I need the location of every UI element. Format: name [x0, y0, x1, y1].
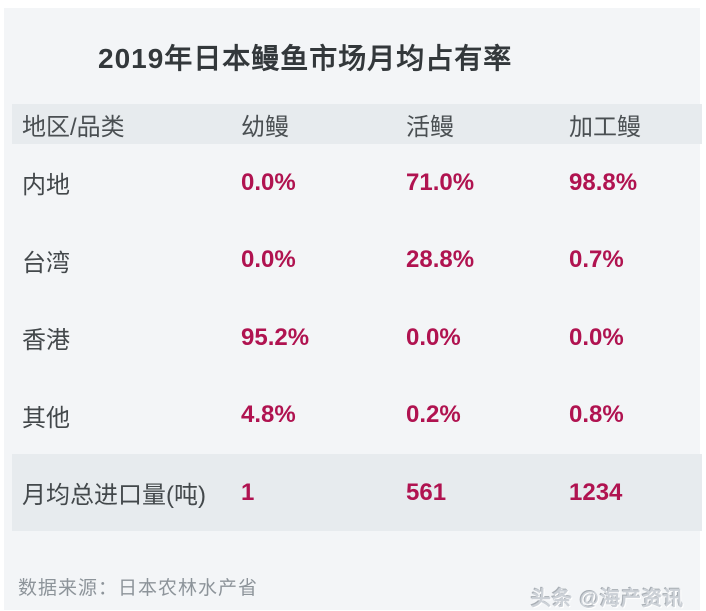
- table-row: 香港 95.2% 0.0% 0.0%: [12, 299, 702, 377]
- summary-value: 1234: [569, 478, 623, 506]
- row-label: 其他: [22, 404, 70, 432]
- row-label: 台湾: [22, 249, 70, 277]
- summary-value: 561: [406, 478, 447, 506]
- cell-value: 0.0%: [569, 323, 624, 351]
- table-summary-row: 月均总进口量(吨) 1 561 1234: [12, 454, 702, 531]
- column-header-live-eel: 活鳗: [406, 113, 454, 141]
- cell-value: 4.8%: [241, 401, 296, 429]
- infographic-panel: 2019年日本鳗鱼市场月均占有率 地区/品类 幼鳗 活鳗 加工鳗 内地 0.0%…: [4, 8, 702, 610]
- table-row: 其他 4.8% 0.2% 0.8%: [12, 377, 702, 455]
- cell-value: 71.0%: [406, 168, 475, 196]
- cell-value: 0.0%: [241, 246, 296, 274]
- table-row: 内地 0.0% 71.0% 98.8%: [12, 144, 702, 222]
- data-source-note: 数据来源：日本农林水产省: [18, 578, 259, 599]
- table-header-row: 地区/品类 幼鳗 活鳗 加工鳗: [12, 104, 702, 144]
- cell-value: 0.0%: [241, 168, 296, 196]
- cell-value: 0.2%: [406, 401, 461, 429]
- column-header-processed-eel: 加工鳗: [569, 113, 641, 141]
- row-label: 香港: [22, 327, 70, 355]
- cell-value: 0.0%: [406, 323, 461, 351]
- column-header-young-eel: 幼鳗: [241, 113, 289, 141]
- table-row: 台湾 0.0% 28.8% 0.7%: [12, 222, 702, 300]
- summary-value: 1: [241, 478, 255, 506]
- cell-value: 95.2%: [241, 323, 310, 351]
- column-header-region: 地区/品类: [22, 113, 125, 141]
- market-share-table: 地区/品类 幼鳗 活鳗 加工鳗 内地 0.0% 71.0% 98.8% 台湾 0…: [12, 104, 702, 531]
- cell-value: 0.8%: [569, 401, 624, 429]
- toutiao-watermark: 头条 @海产资讯: [530, 588, 684, 610]
- row-label: 内地: [22, 172, 70, 200]
- cell-value: 28.8%: [406, 246, 475, 274]
- page-title: 2019年日本鳗鱼市场月均占有率: [98, 43, 513, 74]
- cell-value: 0.7%: [569, 246, 624, 274]
- summary-label: 月均总进口量(吨): [22, 482, 206, 509]
- cell-value: 98.8%: [569, 168, 638, 196]
